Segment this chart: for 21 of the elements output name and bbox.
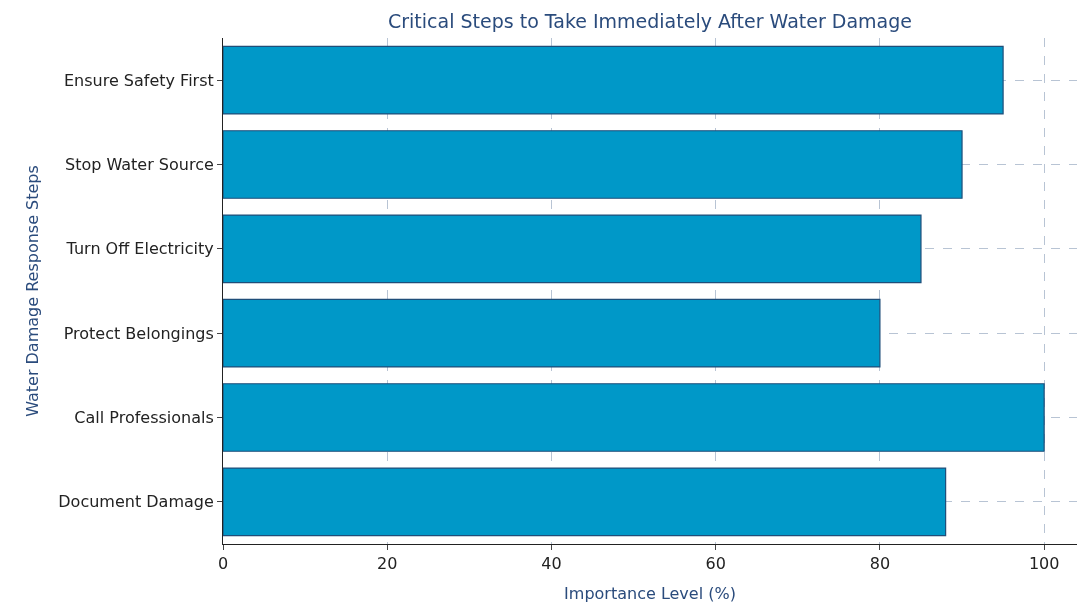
y-tick-label: Stop Water Source <box>65 155 214 175</box>
x-tick-label: 0 <box>217 554 229 574</box>
y-tick-label: Protect Belongings <box>63 323 214 343</box>
x-tick-label: 60 <box>705 554 726 574</box>
y-tick-label: Turn Off Electricity <box>65 239 214 259</box>
y-tick-label: Document Damage <box>58 492 214 512</box>
x-tick-label: 40 <box>541 554 562 574</box>
bar <box>223 45 1004 115</box>
x-tick-label: 80 <box>869 554 891 574</box>
y-tick-label: Ensure Safety First <box>63 70 214 90</box>
bar <box>223 383 1045 452</box>
chart-title: Critical Steps to Take Immediately After Water Damage <box>387 10 913 33</box>
bar <box>223 130 963 199</box>
bar <box>223 467 947 537</box>
bar <box>223 214 922 284</box>
x-tick-label: 20 <box>377 554 398 574</box>
x-tick-label: 100 <box>1028 554 1060 574</box>
x-axis-title: Importance Level (%) <box>564 583 736 603</box>
bar <box>223 298 881 368</box>
y-tick-label: Call Professionals <box>74 408 214 428</box>
y-axis-title: Water Damage Response Steps <box>23 165 43 417</box>
